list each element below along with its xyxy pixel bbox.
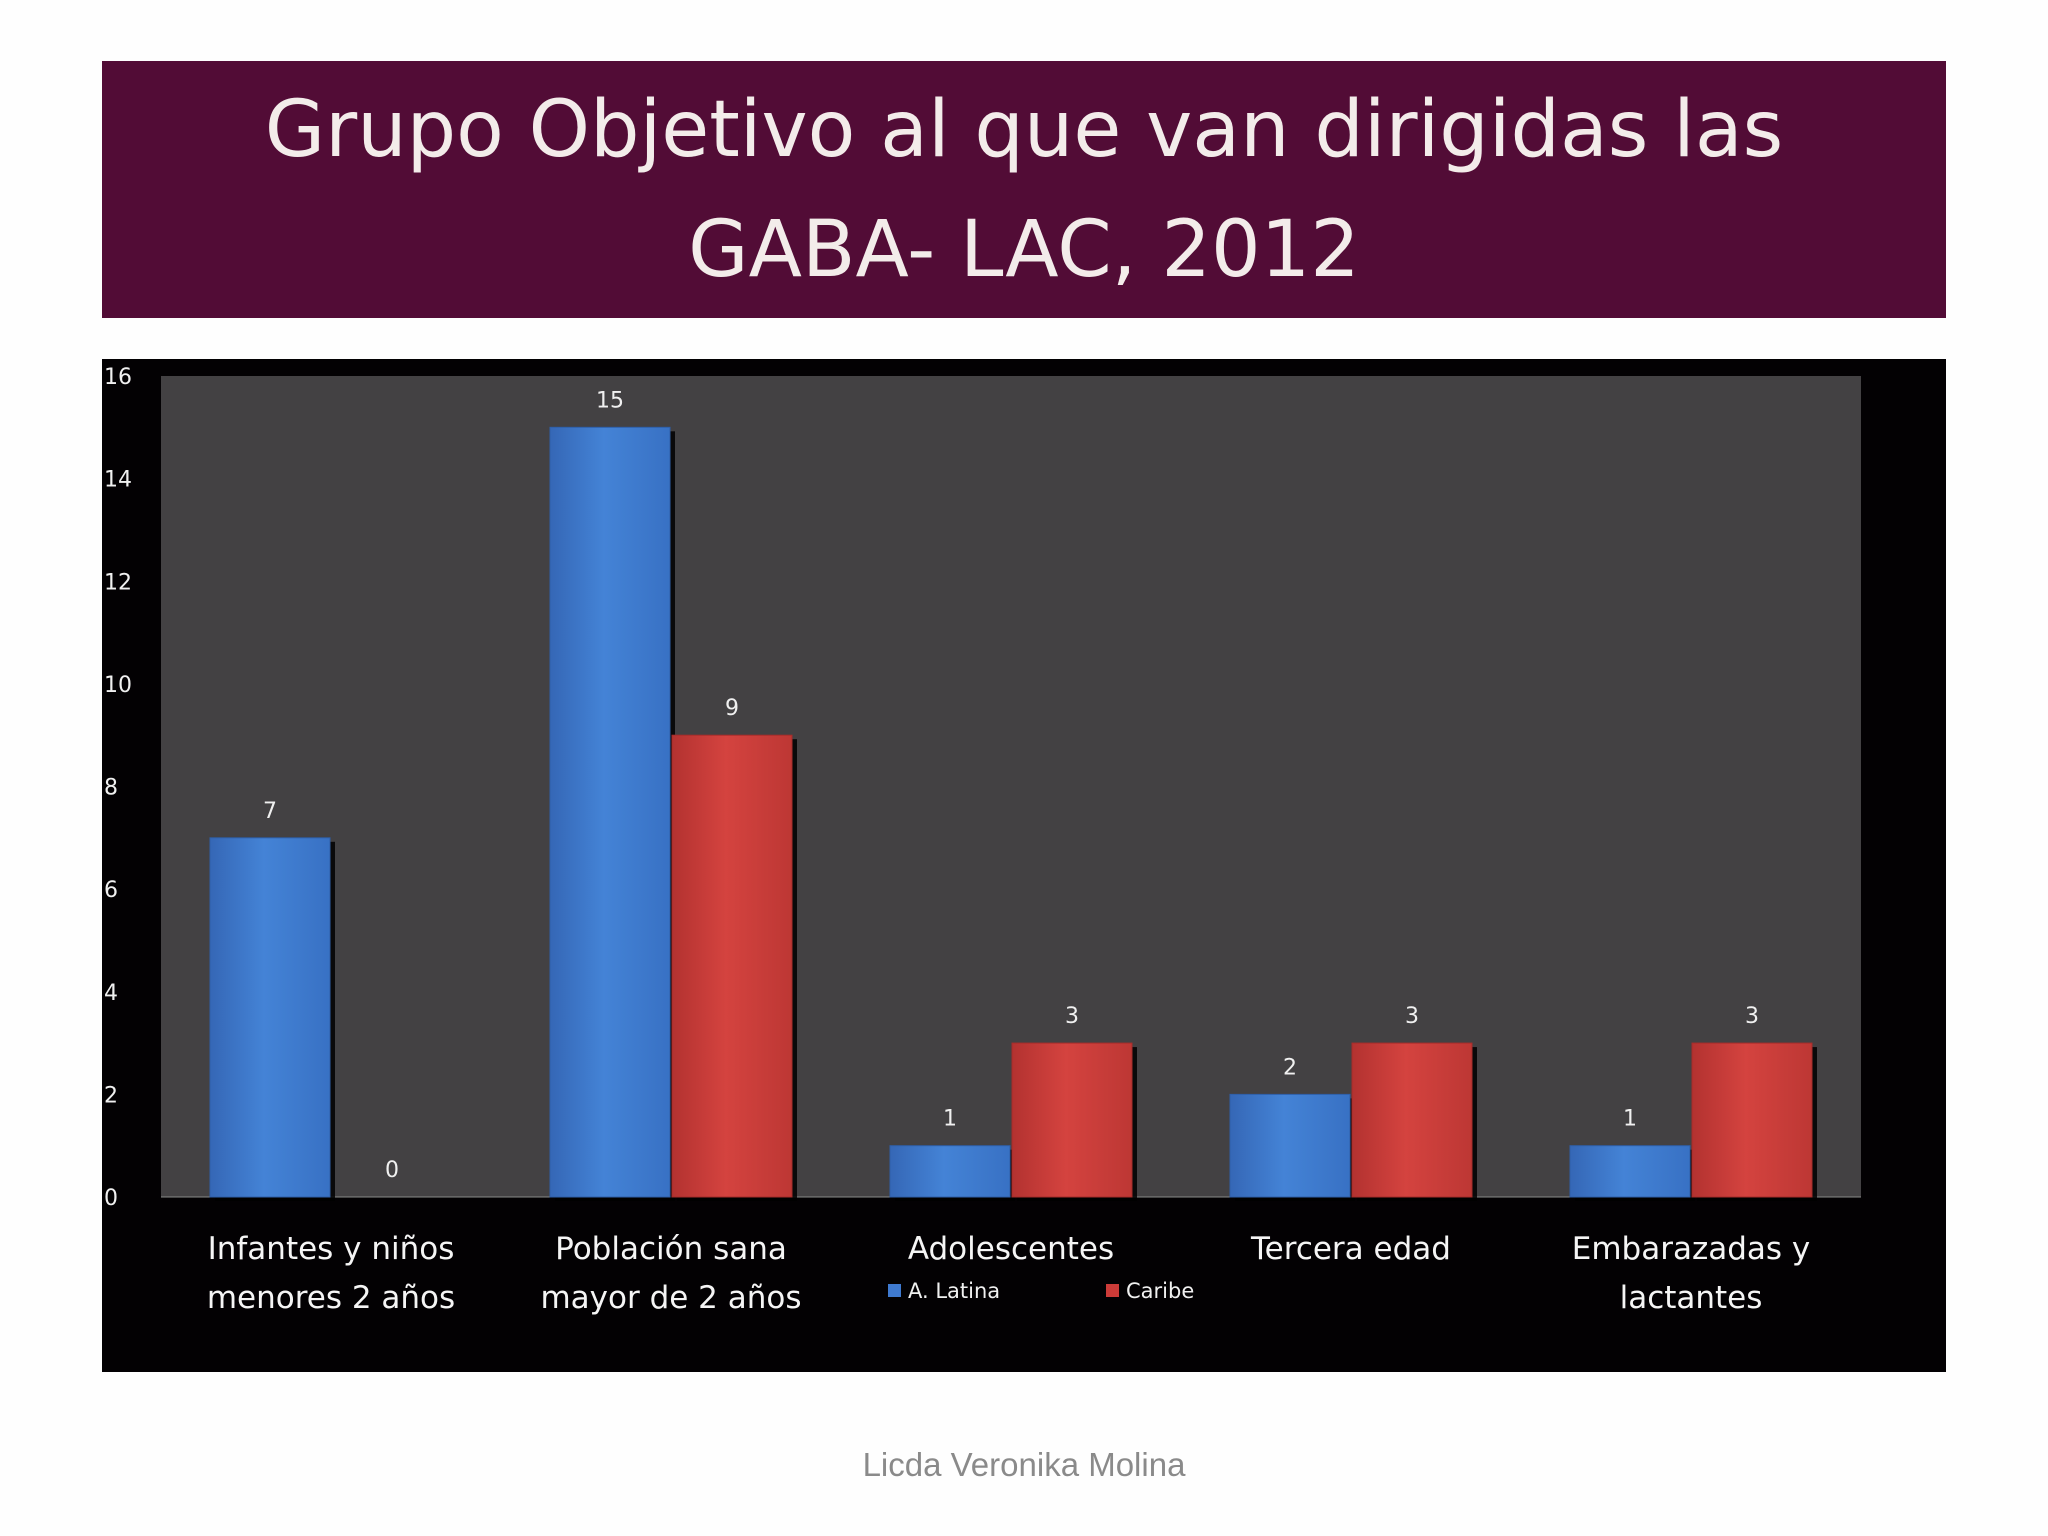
data-label: 9 xyxy=(725,696,739,721)
y-tick-label: 2 xyxy=(104,1083,118,1108)
legend-swatch-caribe xyxy=(1106,1284,1119,1297)
legend-label: A. Latina xyxy=(908,1279,1000,1303)
y-tick-label: 16 xyxy=(104,365,132,390)
y-tick-label: 6 xyxy=(104,878,118,903)
bar-latina-0 xyxy=(209,837,331,1198)
category-label: lactantes xyxy=(1620,1280,1763,1316)
bar-caribe-4 xyxy=(1691,1042,1813,1198)
category-label: Población sana xyxy=(555,1231,787,1267)
data-label: 7 xyxy=(263,799,277,824)
data-label: 2 xyxy=(1283,1055,1297,1080)
data-label: 0 xyxy=(385,1158,399,1183)
slide-title-line-1: Grupo Objetivo al que van dirigidas las xyxy=(264,84,1784,175)
category-label: Tercera edad xyxy=(1250,1231,1451,1267)
bar-caribe-1 xyxy=(671,734,793,1198)
category-label: Infantes y niños xyxy=(208,1231,455,1267)
plot-area xyxy=(161,376,1861,1197)
data-label: 3 xyxy=(1065,1004,1079,1029)
bar-latina-2 xyxy=(889,1145,1011,1198)
bar-latina-1 xyxy=(549,426,671,1198)
footer-author: Licda Veronika Molina xyxy=(862,1446,1186,1483)
legend: A. Latina Caribe xyxy=(888,1279,1194,1303)
y-tick-label: 10 xyxy=(104,673,132,698)
y-tick-label: 12 xyxy=(104,570,132,595)
category-label: mayor de 2 años xyxy=(540,1280,801,1316)
data-label: 1 xyxy=(943,1107,957,1132)
slide-title-line-2: GABA- LAC, 2012 xyxy=(688,204,1360,295)
bar-latina-3 xyxy=(1229,1093,1351,1198)
legend-label: Caribe xyxy=(1126,1279,1194,1303)
data-label: 3 xyxy=(1405,1004,1419,1029)
bars: 7 15 1 2 1 0 9 3 3 3 xyxy=(209,388,1817,1201)
y-tick-label: 14 xyxy=(104,468,132,493)
y-tick-label: 4 xyxy=(104,981,118,1006)
bar-latina-4 xyxy=(1569,1145,1691,1198)
data-label: 1 xyxy=(1623,1107,1637,1132)
y-tick-label: 8 xyxy=(104,776,118,801)
category-label: Embarazadas y xyxy=(1572,1231,1811,1267)
bar-caribe-2 xyxy=(1011,1042,1133,1198)
bar-caribe-3 xyxy=(1351,1042,1473,1198)
title-banner: Grupo Objetivo al que van dirigidas las … xyxy=(102,61,1946,318)
category-label: menores 2 años xyxy=(207,1280,455,1316)
category-label: Adolescentes xyxy=(908,1231,1114,1267)
x-axis: Infantes y niños menores 2 años Población … xyxy=(207,1231,1810,1316)
chart-container: 0 2 4 6 8 10 12 14 16 7 15 1 2 1 0 9 3 3 3 Infantes y niñ… xyxy=(102,359,1946,1372)
y-tick-label: 0 xyxy=(104,1186,118,1211)
legend-swatch-latina xyxy=(888,1284,901,1297)
data-label: 3 xyxy=(1745,1004,1759,1029)
data-label: 15 xyxy=(596,388,624,413)
